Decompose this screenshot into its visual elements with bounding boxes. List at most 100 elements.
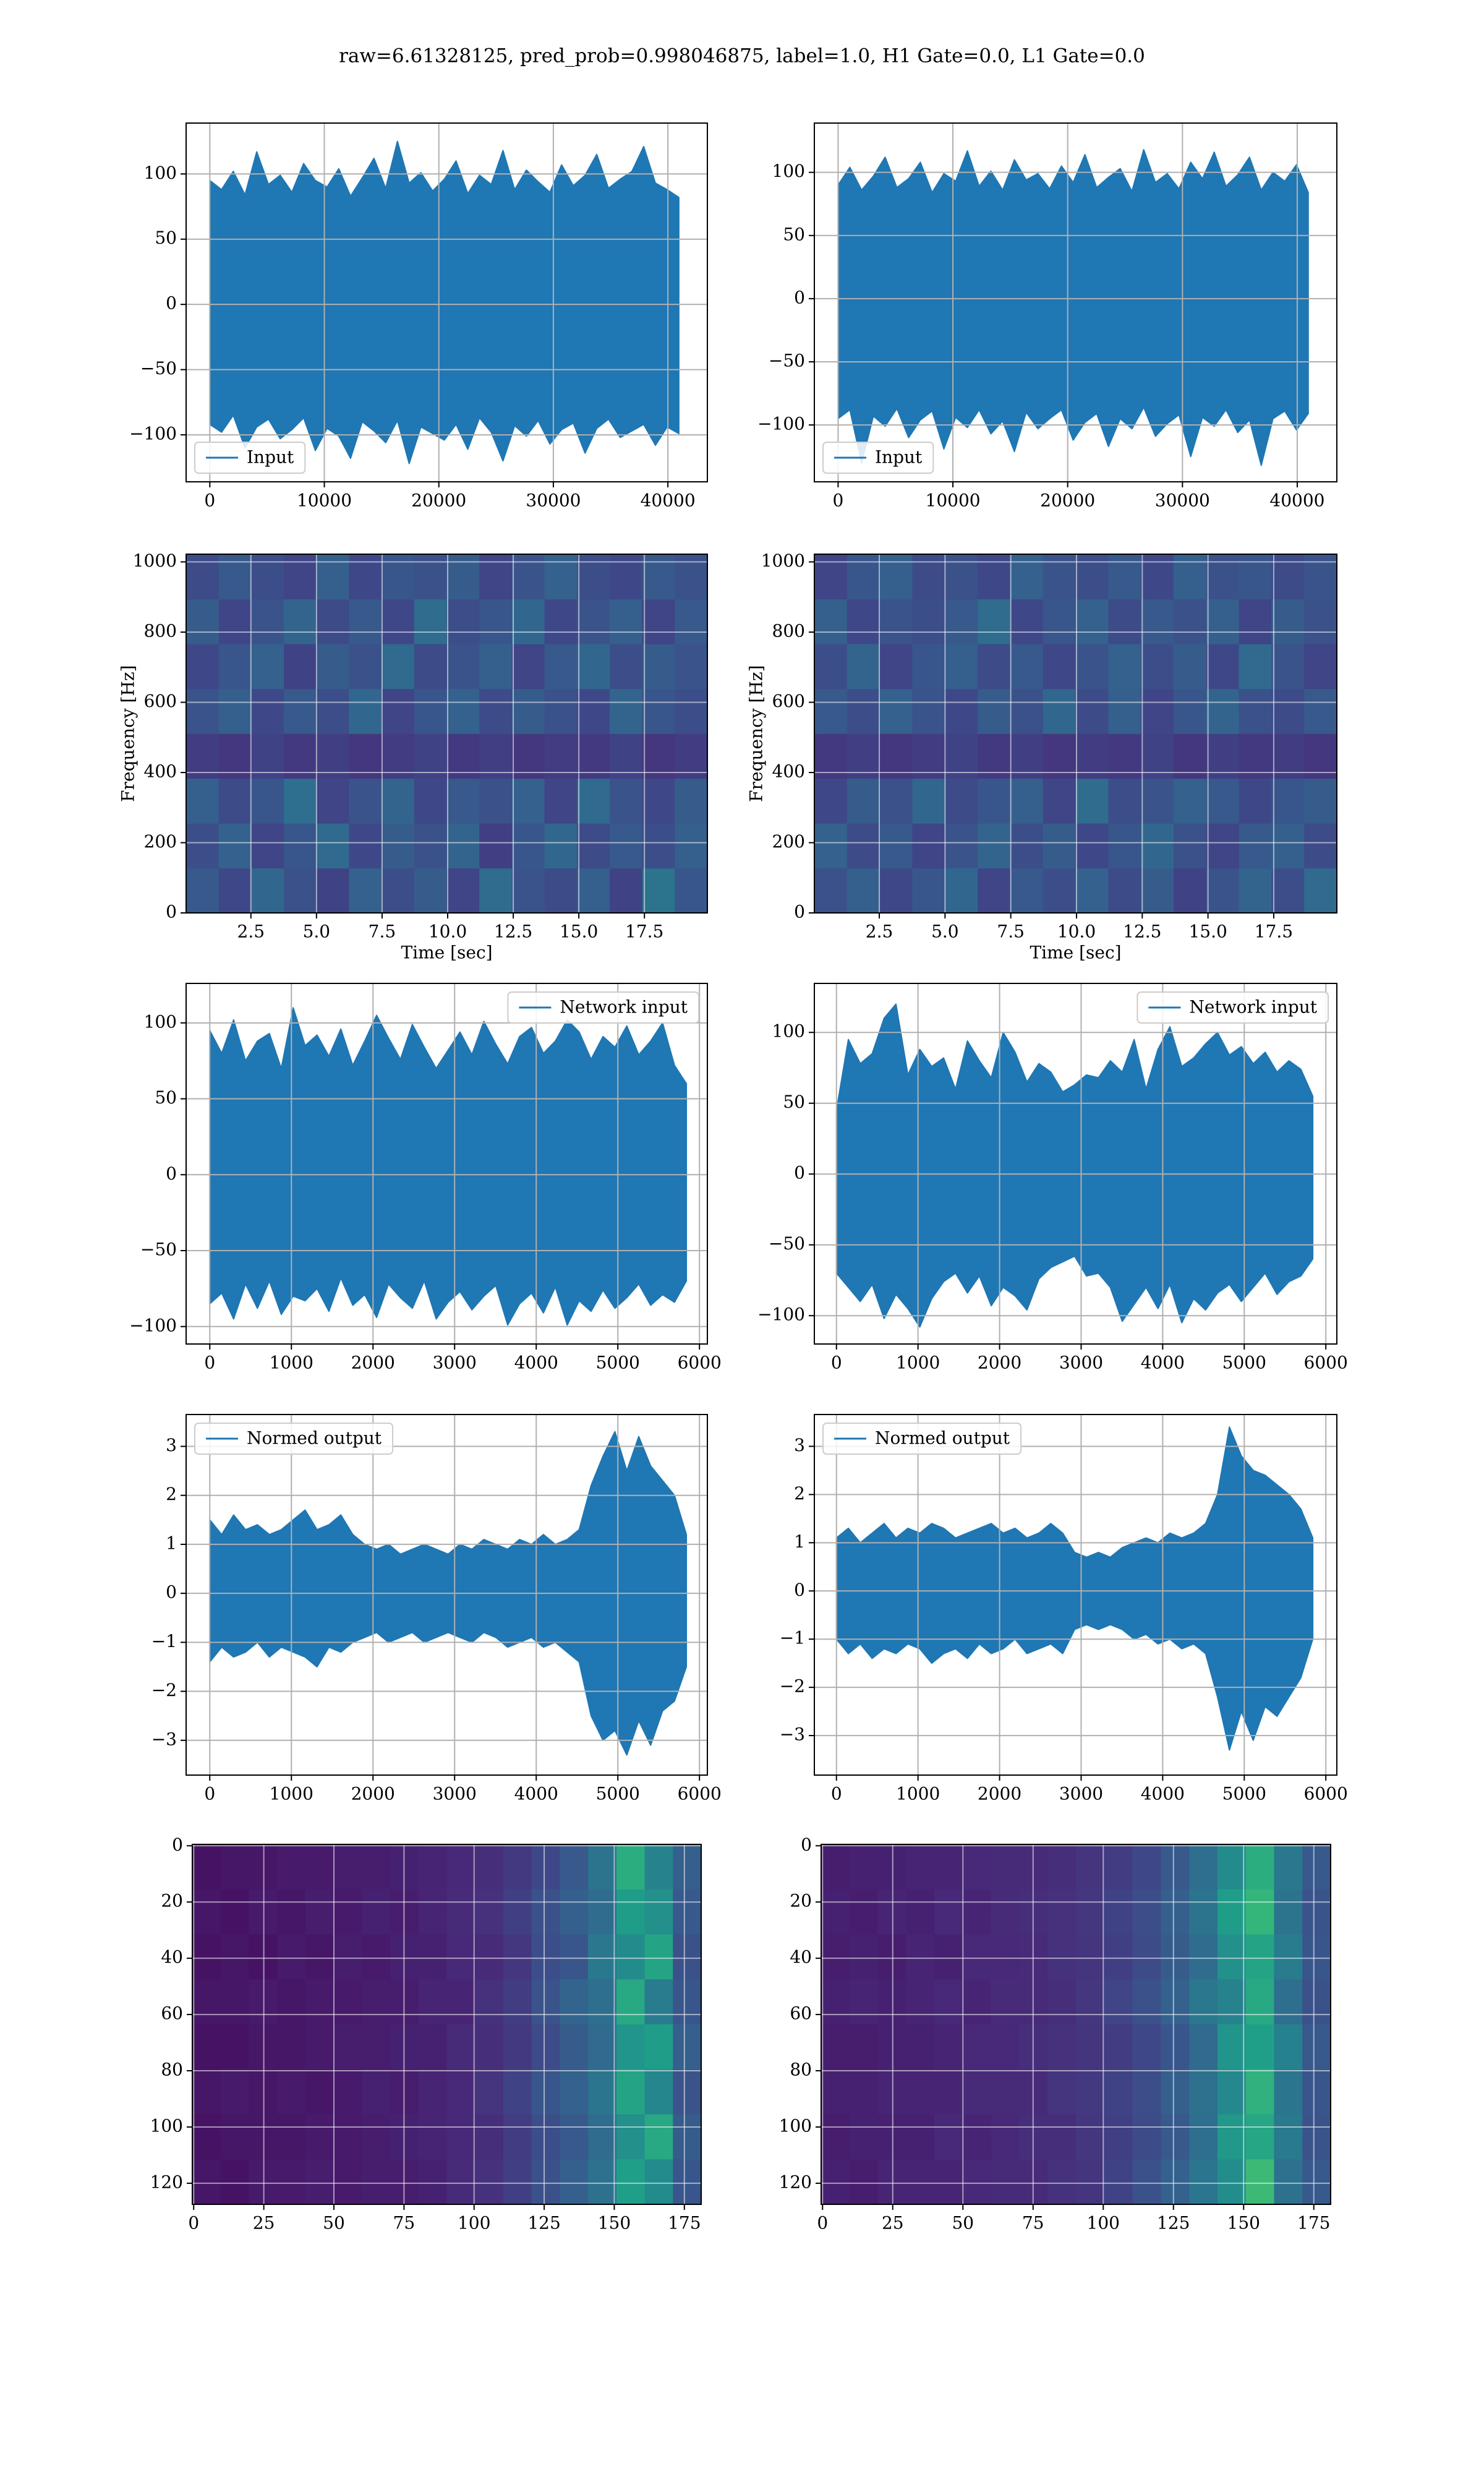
heat-cell bbox=[1271, 554, 1305, 600]
heat-cell bbox=[1189, 1844, 1218, 1890]
heat-cell bbox=[414, 823, 448, 869]
heat-cell bbox=[305, 1979, 335, 2025]
heat-cell bbox=[577, 868, 610, 913]
signal-lower bbox=[209, 1593, 688, 1756]
y-tick-label: −100 bbox=[129, 424, 177, 444]
heat-cell bbox=[1173, 599, 1207, 644]
y-tick-label: 0 bbox=[166, 902, 177, 922]
heat-cell bbox=[503, 1844, 532, 1890]
heat-cell bbox=[284, 734, 317, 779]
y-tick-label: −3 bbox=[780, 1724, 805, 1745]
heat-cell bbox=[479, 554, 513, 600]
heat-cell bbox=[588, 1934, 617, 1980]
heat-cell bbox=[251, 823, 284, 869]
heat-cell bbox=[446, 823, 480, 869]
heat-cell bbox=[962, 1979, 992, 2025]
heat-cell bbox=[978, 734, 1011, 779]
heat-cell bbox=[1302, 1844, 1331, 1890]
heat-cell bbox=[577, 644, 610, 690]
heat-cell bbox=[446, 2024, 475, 2070]
heat-cell bbox=[991, 2024, 1020, 2070]
heat-cell bbox=[609, 823, 643, 869]
x-tick-label: 17.5 bbox=[1255, 922, 1293, 942]
heat-cell bbox=[616, 1844, 646, 1890]
heat-cell bbox=[349, 823, 382, 869]
heat-cell bbox=[316, 778, 350, 824]
heat-cell bbox=[1245, 1934, 1275, 1980]
heat-cell bbox=[1239, 554, 1272, 600]
heat-cell bbox=[349, 599, 382, 644]
x-tick-label: 7.5 bbox=[997, 922, 1025, 942]
heat-cell bbox=[879, 644, 913, 690]
y-tick-label: 0 bbox=[801, 1834, 812, 1855]
heat-cell bbox=[846, 868, 881, 913]
heat-cell bbox=[362, 2069, 391, 2115]
heat-cell bbox=[849, 1889, 879, 1935]
heat-cell bbox=[991, 1934, 1020, 1980]
heat-cell bbox=[1271, 688, 1305, 734]
heat-cell bbox=[1217, 2114, 1247, 2160]
heat-cell bbox=[1302, 2114, 1331, 2160]
heat-cell bbox=[991, 1889, 1020, 1935]
heat-cell bbox=[446, 2159, 475, 2204]
heat-cell bbox=[1075, 644, 1109, 690]
heat-cell bbox=[1304, 644, 1337, 690]
legend-box bbox=[822, 442, 934, 474]
heat-cell bbox=[945, 868, 978, 913]
y-tick-label: 0 bbox=[794, 1580, 805, 1600]
heat-cell bbox=[446, 688, 480, 734]
heat-cell bbox=[814, 778, 848, 824]
x-tick-label: 100 bbox=[1087, 2213, 1120, 2233]
heat-cell bbox=[821, 2114, 850, 2160]
heat-cell bbox=[1161, 2069, 1190, 2115]
heat-cell bbox=[1189, 2069, 1218, 2115]
heat-cell bbox=[1206, 868, 1240, 913]
heat-cell bbox=[333, 1889, 362, 1935]
x-tick-label: 5000 bbox=[596, 1353, 640, 1373]
heat-cell bbox=[1047, 1934, 1077, 1980]
y-tick-label: −3 bbox=[151, 1729, 177, 1749]
heat-cell bbox=[962, 2159, 992, 2204]
y-tick-label: 0 bbox=[794, 1163, 805, 1183]
heat-cell bbox=[220, 1934, 250, 1980]
heat-cell bbox=[1010, 688, 1044, 734]
legend-box bbox=[507, 991, 699, 1024]
heat-cell bbox=[220, 2114, 250, 2160]
x-tick-label: 50 bbox=[323, 2213, 345, 2233]
heat-cell bbox=[1173, 868, 1207, 913]
x-tick-label: 6000 bbox=[678, 1353, 722, 1373]
heat-cell bbox=[382, 554, 415, 600]
x-tick-label: 10000 bbox=[297, 490, 352, 511]
x-tick-label: 3000 bbox=[1059, 1784, 1103, 1804]
heat-cell bbox=[1132, 2024, 1161, 2070]
heat-cell bbox=[446, 554, 480, 600]
heat-cell bbox=[814, 868, 848, 913]
figure-title: raw=6.61328125, pred_prob=0.998046875, l… bbox=[339, 45, 1145, 67]
x-tick-label: 0 bbox=[831, 1353, 842, 1373]
y-tick-label: −2 bbox=[151, 1680, 177, 1700]
heat-cell bbox=[192, 1934, 221, 1980]
heat-cell bbox=[1206, 644, 1240, 690]
heat-cell bbox=[1189, 1934, 1218, 1980]
legend-box bbox=[822, 1423, 1022, 1455]
x-tick-label: 175 bbox=[1297, 2213, 1330, 2233]
heat-cell bbox=[934, 2114, 963, 2160]
heat-cell bbox=[675, 599, 707, 644]
heat-cell bbox=[675, 734, 707, 779]
heat-cell bbox=[544, 868, 578, 913]
heat-cell bbox=[382, 778, 415, 824]
heat-cell bbox=[560, 2024, 589, 2070]
heat-cell bbox=[1239, 644, 1272, 690]
heat-cell bbox=[1104, 1889, 1133, 1935]
signal-upper bbox=[209, 140, 680, 306]
heat-cell bbox=[511, 644, 545, 690]
heat-cell bbox=[609, 734, 643, 779]
heat-cell bbox=[934, 1979, 963, 2025]
heat-cell bbox=[644, 1844, 673, 1890]
heat-cell bbox=[978, 554, 1011, 600]
heat-cell bbox=[446, 1889, 475, 1935]
subplot: 0 1000 2000 3000 4000 5000 6000 −100 −50 0 50 100 Ne… bbox=[129, 983, 722, 1373]
heat-cell bbox=[962, 2069, 992, 2115]
heat-cell bbox=[1245, 1979, 1275, 2025]
heat-cell bbox=[1108, 778, 1141, 824]
